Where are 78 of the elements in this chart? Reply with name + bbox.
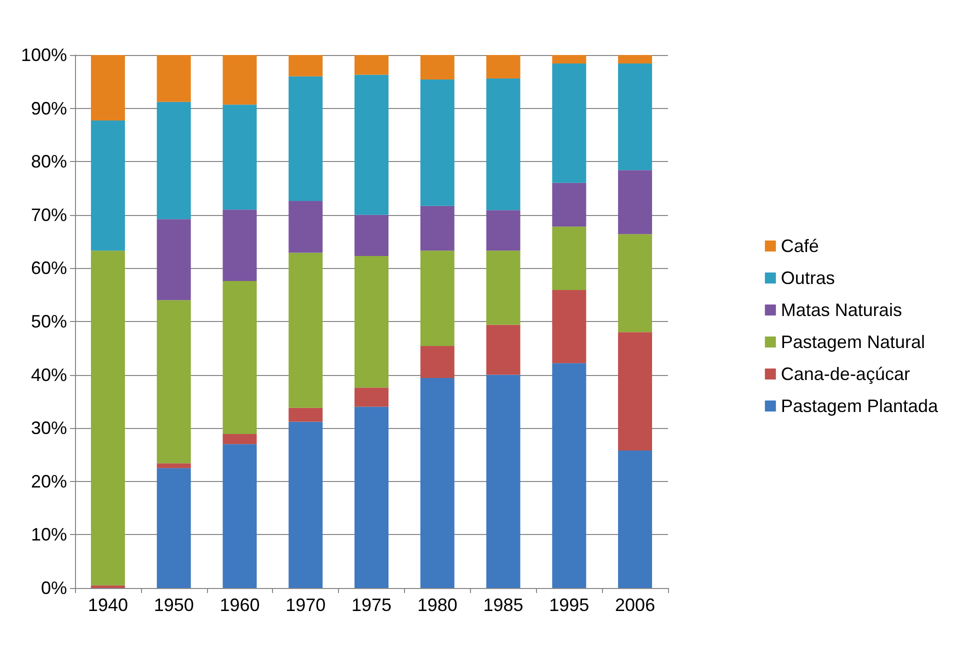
bar	[552, 55, 586, 64]
x-tick-label: 2006	[615, 595, 656, 615]
legend-label: Pastagem Plantada	[780, 396, 939, 416]
bar	[354, 214, 388, 256]
bar	[156, 463, 191, 468]
bar	[90, 250, 125, 586]
x-tick-label: 1960	[220, 595, 260, 615]
bar	[486, 210, 520, 251]
bar	[354, 388, 388, 407]
bar	[420, 378, 454, 588]
y-tick-label: 100%	[20, 45, 67, 65]
bar	[486, 324, 520, 375]
bar	[90, 585, 125, 588]
bar	[618, 55, 652, 64]
y-tick-label: 30%	[30, 418, 67, 438]
bar	[486, 78, 520, 210]
bar	[618, 64, 652, 170]
legend-label: Pastagem Natural	[780, 332, 925, 352]
x-tick-label: 1995	[549, 595, 590, 615]
bar	[420, 55, 454, 80]
bar	[354, 406, 388, 588]
bar	[354, 74, 388, 215]
y-tick-label: 90%	[30, 98, 67, 118]
bar	[90, 55, 125, 121]
bar	[288, 252, 323, 408]
bar	[420, 346, 454, 378]
y-tick-label: 70%	[30, 204, 67, 225]
bar	[222, 210, 257, 281]
y-tick-label: 10%	[30, 524, 67, 545]
y-tick-label: 20%	[30, 471, 67, 492]
bar	[618, 450, 652, 588]
bar	[156, 55, 191, 102]
bar	[552, 290, 586, 364]
bar	[354, 55, 388, 75]
y-tick-label: 40%	[30, 364, 67, 385]
bar	[156, 468, 191, 588]
x-tick-label: 1950	[154, 595, 194, 615]
legend-label: Cana-de-açúcar	[780, 364, 910, 384]
bar	[354, 256, 388, 388]
bar	[420, 80, 454, 206]
bar	[420, 206, 454, 251]
x-tick-label: 1975	[351, 595, 392, 615]
y-tick-label: 50%	[30, 312, 67, 332]
bar	[618, 234, 652, 332]
bar	[288, 201, 323, 253]
bar	[552, 182, 586, 227]
bar	[552, 363, 586, 588]
bar	[222, 55, 257, 105]
legend-label: Matas Naturais	[780, 300, 902, 320]
bar	[486, 55, 520, 78]
bar	[420, 250, 454, 346]
y-tick-label: 60%	[30, 258, 67, 278]
bar	[618, 332, 652, 450]
legend-label: Outras	[780, 268, 835, 288]
y-tick-label: 80%	[30, 152, 67, 172]
bar	[222, 444, 257, 588]
bar	[486, 374, 520, 588]
bar	[288, 55, 323, 76]
bar	[552, 226, 586, 290]
bar	[222, 280, 257, 434]
bar	[156, 300, 191, 464]
bar	[222, 434, 257, 444]
bar	[222, 104, 257, 210]
bar	[156, 102, 191, 220]
x-tick-label: 1970	[286, 595, 326, 615]
bar	[618, 170, 652, 234]
bar	[486, 250, 520, 325]
bar	[90, 120, 125, 251]
bar	[552, 64, 586, 183]
bar	[288, 408, 323, 422]
x-tick-label: 1980	[417, 595, 458, 615]
bar	[156, 219, 191, 300]
x-tick-label: 1985	[483, 595, 524, 615]
bar	[288, 76, 323, 202]
legend-label: Café	[780, 236, 819, 256]
y-tick-label: 0%	[40, 578, 67, 598]
bar	[288, 422, 323, 588]
x-tick-label: 1940	[88, 595, 128, 615]
